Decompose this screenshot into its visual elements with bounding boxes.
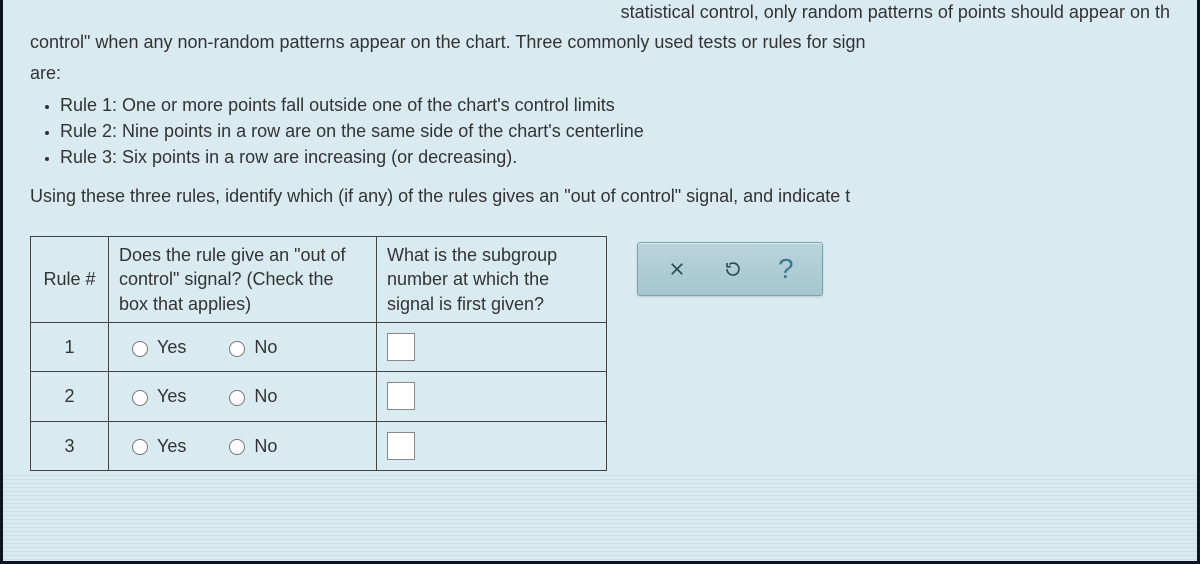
intro-line-2: control" when any non-random patterns ap… — [30, 30, 1170, 54]
col-header-rule: Rule # — [31, 237, 109, 323]
rule-item: Rule 2: Nine points in a row are on the … — [60, 119, 1170, 143]
signal-cell: Yes No — [109, 322, 377, 371]
close-icon — [668, 257, 686, 281]
subgroup-cell — [377, 421, 607, 470]
rule-number-cell: 2 — [31, 372, 109, 421]
yes-option[interactable]: Yes — [127, 335, 186, 359]
subgroup-input[interactable] — [387, 382, 415, 410]
help-button[interactable]: ? — [774, 253, 798, 285]
col-header-subgroup: What is the subgroup number at which the… — [377, 237, 607, 323]
question-prompt: Using these three rules, identify which … — [30, 184, 1170, 208]
intro-line-3: are: — [30, 61, 1170, 85]
yes-label: Yes — [157, 335, 186, 359]
intro-text: statistical control, only random pattern… — [30, 0, 1170, 85]
no-radio[interactable] — [229, 439, 245, 455]
table-row: 2 Yes No — [31, 372, 607, 421]
no-radio[interactable] — [229, 390, 245, 406]
no-label: No — [254, 384, 277, 408]
subgroup-cell — [377, 322, 607, 371]
yes-radio[interactable] — [132, 439, 148, 455]
reset-button[interactable] — [718, 254, 748, 284]
no-radio[interactable] — [229, 341, 245, 357]
rules-list: Rule 1: One or more points fall outside … — [30, 93, 1170, 170]
col-header-signal: Does the rule give an "out of control" s… — [109, 237, 377, 323]
subgroup-input[interactable] — [387, 432, 415, 460]
table-row: 3 Yes No — [31, 421, 607, 470]
action-toolbar: ? — [637, 242, 823, 296]
yes-label: Yes — [157, 434, 186, 458]
signal-cell: Yes No — [109, 372, 377, 421]
yes-radio[interactable] — [132, 341, 148, 357]
signal-cell: Yes No — [109, 421, 377, 470]
answer-area: Rule # Does the rule give an "out of con… — [30, 236, 1170, 471]
no-option[interactable]: No — [224, 434, 277, 458]
no-option[interactable]: No — [224, 335, 277, 359]
rule-item: Rule 1: One or more points fall outside … — [60, 93, 1170, 117]
table-row: 1 Yes No — [31, 322, 607, 371]
rule-number-cell: 1 — [31, 322, 109, 371]
no-label: No — [254, 335, 277, 359]
answer-table: Rule # Does the rule give an "out of con… — [30, 236, 607, 471]
refresh-icon — [724, 257, 742, 281]
yes-label: Yes — [157, 384, 186, 408]
no-label: No — [254, 434, 277, 458]
rule-item: Rule 3: Six points in a row are increasi… — [60, 145, 1170, 169]
yes-option[interactable]: Yes — [127, 384, 186, 408]
no-option[interactable]: No — [224, 384, 277, 408]
yes-radio[interactable] — [132, 390, 148, 406]
rule-number-cell: 3 — [31, 421, 109, 470]
yes-option[interactable]: Yes — [127, 434, 186, 458]
subgroup-input[interactable] — [387, 333, 415, 361]
question-page: statistical control, only random pattern… — [0, 0, 1200, 564]
subgroup-cell — [377, 372, 607, 421]
intro-fragment-top: statistical control, only random pattern… — [30, 0, 1170, 24]
close-button[interactable] — [662, 254, 692, 284]
